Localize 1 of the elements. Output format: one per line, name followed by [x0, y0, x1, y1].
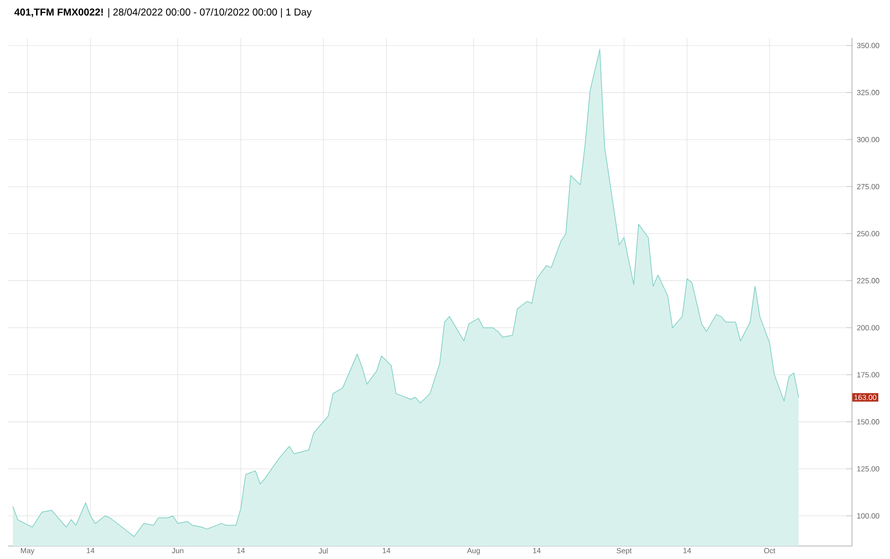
- chart-title: 401,TFM FMX0022! | 28/04/2022 00:00 - 07/10/2022 00:00 | 1 Day: [14, 8, 312, 18]
